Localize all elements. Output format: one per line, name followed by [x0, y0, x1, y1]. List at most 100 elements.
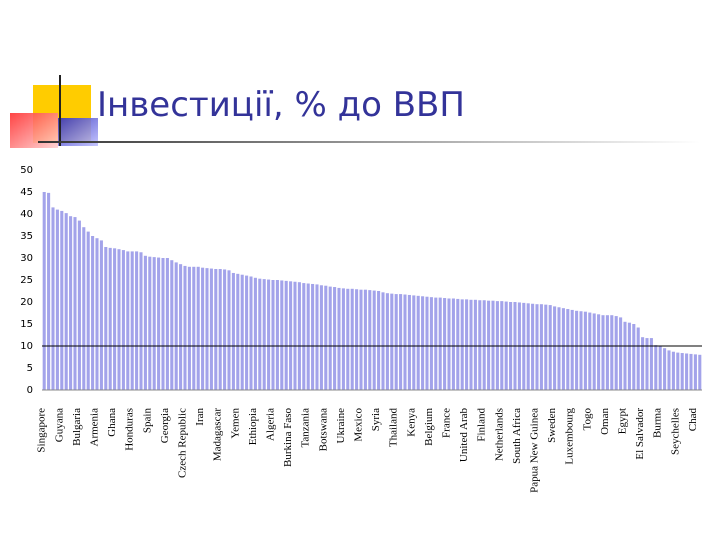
bar	[51, 207, 55, 390]
x-tick-label: South Africa	[511, 408, 523, 464]
bar	[227, 270, 231, 390]
bar	[262, 279, 266, 390]
x-tick-label: Luxembourg	[564, 408, 576, 465]
bar	[425, 296, 429, 390]
x-tick-label: Netherlands	[493, 408, 505, 461]
x-tick-label: Papua New Guinea	[529, 408, 541, 493]
bar	[469, 299, 473, 390]
bar	[482, 300, 486, 390]
bar	[42, 192, 46, 390]
bar	[372, 290, 376, 390]
bar	[548, 305, 552, 390]
bar	[429, 297, 433, 390]
bar	[245, 275, 249, 390]
bar	[583, 311, 587, 390]
bar	[121, 250, 125, 390]
bar	[161, 258, 165, 390]
bar	[623, 321, 627, 390]
x-tick-label: Singapore	[36, 408, 48, 453]
bar	[302, 283, 306, 390]
bar	[223, 269, 227, 390]
bar	[315, 284, 319, 390]
bar	[192, 266, 196, 390]
x-tick-label: Finland	[476, 408, 488, 442]
x-tick-label: Belgium	[423, 408, 435, 446]
bar	[143, 255, 147, 390]
bar	[209, 268, 213, 390]
bar	[394, 294, 398, 390]
bar	[658, 346, 662, 390]
bar	[698, 354, 702, 390]
y-tick-label: 30	[20, 253, 33, 264]
bar	[275, 280, 279, 390]
bar	[271, 280, 275, 390]
bar	[201, 267, 205, 390]
bar	[108, 247, 112, 390]
bar	[539, 304, 543, 390]
y-tick-label: 10	[20, 341, 33, 352]
bar	[179, 264, 183, 390]
x-tick-label: Iran	[194, 408, 206, 426]
x-tick-label: Georgia	[159, 408, 171, 443]
bar	[689, 353, 693, 390]
bar	[605, 315, 609, 390]
bar	[69, 216, 73, 390]
bar	[544, 304, 548, 390]
x-tick-label: France	[441, 408, 453, 438]
bar	[205, 268, 209, 390]
bar	[77, 220, 81, 390]
bar	[187, 266, 191, 390]
bar	[434, 297, 438, 390]
bar	[566, 309, 570, 390]
y-tick-label: 25	[20, 275, 33, 286]
bar	[311, 283, 315, 390]
bar	[267, 279, 271, 390]
bar	[407, 294, 411, 390]
bar	[113, 248, 117, 390]
bar	[183, 265, 187, 390]
bar	[368, 290, 372, 390]
bar	[157, 257, 161, 390]
x-tick-label: Ghana	[106, 408, 118, 437]
bar	[55, 209, 59, 390]
bar	[104, 247, 108, 390]
x-tick-label: Czech Republic	[177, 408, 189, 478]
bar	[82, 227, 86, 390]
x-tick-label: Madagascar	[212, 408, 224, 461]
x-tick-label: Armenia	[89, 408, 101, 447]
y-tick-label: 35	[20, 231, 33, 242]
bar	[385, 293, 389, 390]
bar	[491, 300, 495, 390]
x-tick-label: Kenya	[405, 408, 417, 437]
bar	[636, 327, 640, 390]
bar	[231, 272, 235, 390]
x-tick-label: Chad	[687, 408, 699, 432]
bar	[465, 299, 469, 390]
bar	[614, 316, 618, 390]
x-tick-label: Guyana	[53, 408, 65, 442]
bar	[645, 338, 649, 390]
bar	[579, 311, 583, 390]
bar	[399, 294, 403, 390]
y-tick-label: 40	[20, 209, 33, 220]
bar	[64, 213, 68, 390]
bar	[152, 257, 156, 390]
bar	[280, 280, 284, 390]
x-tick-label: Syria	[370, 408, 382, 431]
bar	[289, 281, 293, 390]
bar	[60, 210, 64, 390]
bar	[535, 304, 539, 390]
bar	[403, 294, 407, 390]
bar	[91, 236, 95, 390]
bar	[460, 299, 464, 390]
chart-title: Інвестиції, % до ВВП	[97, 85, 465, 125]
bar	[416, 295, 420, 390]
bar	[627, 322, 631, 390]
x-tick-label: Burma	[652, 408, 664, 438]
bar	[601, 315, 605, 390]
bar	[561, 308, 565, 390]
bar	[170, 260, 174, 390]
bar	[319, 285, 323, 390]
bar	[306, 283, 310, 390]
x-tick-label: Ethiopia	[247, 408, 259, 445]
